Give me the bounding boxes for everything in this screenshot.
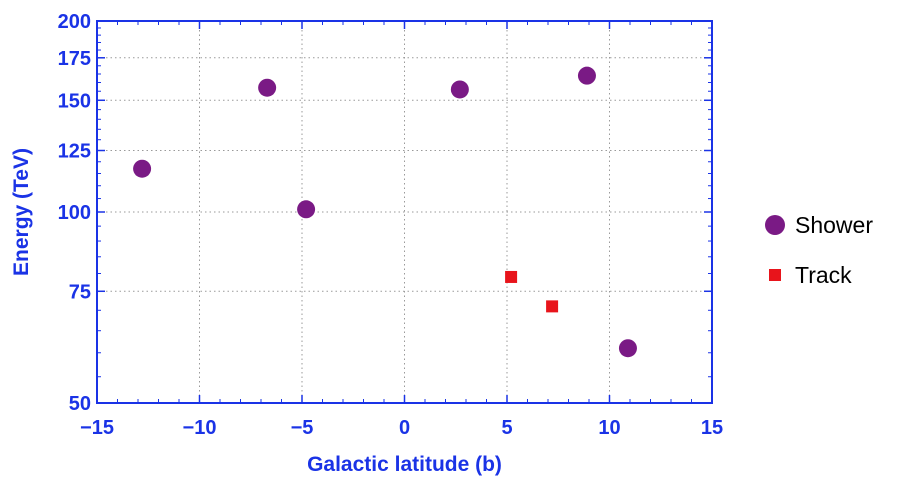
y-axis-label: Energy (TeV) [10, 148, 33, 276]
y-tick-labels: 50 75 100 125 150 175 200 [58, 11, 91, 415]
x-tick-label: −10 [183, 417, 217, 439]
y-tick-label: 75 [69, 281, 91, 303]
legend-label-track: Track [795, 261, 852, 288]
legend-item-shower: Shower [755, 200, 873, 250]
shower-point [133, 159, 152, 178]
legend-label-shower: Shower [795, 211, 873, 238]
x-tick-label: 10 [598, 417, 620, 439]
y-tick-label: 100 [58, 202, 91, 224]
y-tick-label: 175 [58, 48, 91, 70]
legend-marker-track [769, 269, 781, 281]
legend-marker-shower [765, 215, 785, 235]
x-tick-label: 0 [399, 417, 410, 439]
x-tick-label: 15 [701, 417, 723, 439]
x-tick-labels: −15 −10 −5 0 5 10 15 [80, 417, 723, 439]
y-tick-label: 50 [69, 393, 91, 415]
legend-item-track: Track [755, 250, 873, 300]
shower-point [297, 200, 316, 219]
track-point [546, 300, 559, 313]
data-points [133, 66, 637, 358]
y-tick-label: 200 [58, 11, 91, 33]
shower-point [450, 80, 469, 99]
shower-point [258, 78, 277, 97]
axis-ticks [96, 20, 713, 404]
x-tick-label: 5 [501, 417, 512, 439]
grid [97, 21, 712, 403]
x-axis-label: Galactic latitude (b) [307, 453, 502, 476]
legend: Shower Track [755, 200, 873, 300]
shower-point [618, 339, 637, 358]
track-point [505, 270, 518, 283]
x-tick-label: −15 [80, 417, 114, 439]
y-tick-label: 125 [58, 141, 91, 163]
y-tick-label: 150 [58, 90, 91, 112]
shower-point [577, 66, 596, 85]
x-tick-label: −5 [291, 417, 314, 439]
